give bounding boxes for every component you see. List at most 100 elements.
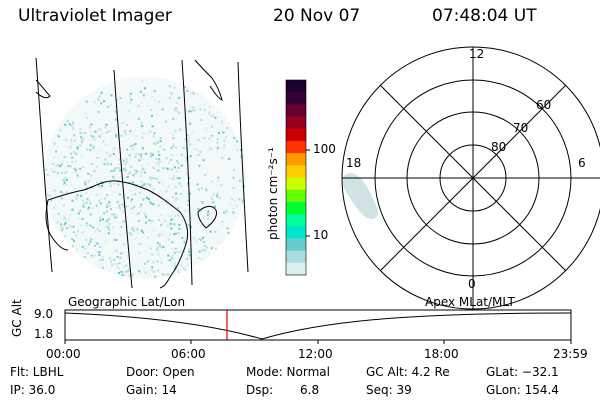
speckle [119,193,121,196]
speckle [218,131,220,134]
speckle [106,162,109,165]
speckle [100,91,103,94]
speckle [59,165,61,168]
speckle [185,157,188,160]
speckle [140,175,143,177]
speckle [113,238,115,241]
speckle [151,253,154,256]
speckle [220,184,223,187]
speckle [235,205,238,208]
speckle [183,210,186,213]
speckle [129,130,132,133]
timeline-xtick-0000: 00:00 [46,347,81,361]
status-flt: Flt: LBHL [10,365,64,379]
speckle [78,217,80,220]
speckle [156,260,159,263]
speckle [221,220,224,223]
speckle [137,211,140,214]
speckle [138,159,141,162]
speckle [129,200,132,203]
speckle [171,241,174,244]
speckle [115,249,118,252]
speckle [98,183,100,186]
colorbar-segment [286,165,306,178]
status-dsp-label: Dsp: [246,383,274,397]
speckle [105,210,108,213]
speckle [57,134,60,137]
speckle [130,180,133,183]
speckle [143,132,146,135]
speckle [105,240,108,243]
speckle [143,183,146,186]
speckle [140,203,143,206]
speckle [122,243,125,246]
speckle [199,151,202,153]
speckle [160,224,162,227]
speckle [161,182,163,185]
speckle [90,162,93,165]
speckle [82,199,85,202]
speckle [172,145,175,148]
speckle [136,228,139,231]
speckle [129,171,131,174]
speckle [99,265,102,268]
speckle [115,239,118,241]
speckle [99,197,102,200]
speckle [206,218,209,221]
speckle [137,104,140,107]
speckle [80,136,83,139]
timeline-xtick-1200: 12:00 [298,347,333,361]
speckle [167,185,170,188]
speckle [180,264,183,267]
speckle [85,192,88,194]
speckle [160,160,163,163]
speckle [94,130,97,133]
speckle [231,211,234,213]
speckle [130,98,133,101]
speckle [120,226,123,229]
speckle [183,241,186,244]
speckle [103,212,106,214]
speckle [83,205,86,208]
speckle [168,204,171,207]
speckle [106,194,109,196]
speckle [203,103,206,106]
speckle [160,257,163,260]
speckle [186,172,189,175]
speckle [75,152,78,155]
speckle [144,186,147,189]
speckle [157,269,160,272]
speckle [144,271,147,274]
speckle [128,274,131,277]
speckle [200,119,203,122]
speckle [91,137,94,140]
speckle [90,174,93,177]
speckle [95,178,98,181]
speckle [63,156,66,159]
speckle [83,181,86,184]
speckle [199,201,202,204]
colorbar-frame [285,79,307,276]
speckle [211,180,214,183]
speckle [225,136,228,139]
speckle [61,197,63,200]
speckle [65,139,68,142]
speckle [183,116,186,119]
speckle [105,204,108,207]
speckle [152,228,155,231]
speckle [125,264,128,267]
speckle [61,160,64,163]
speckle [166,224,169,227]
speckle [216,194,218,197]
speckle [159,245,162,248]
speckle [186,90,189,92]
speckle [232,207,235,210]
speckle [120,134,123,137]
speckle [101,133,104,136]
speckle [119,233,122,236]
timeline-frame [64,309,572,341]
speckle [215,247,218,250]
speckle [141,184,144,187]
speckle [146,236,149,239]
speckle [98,199,101,202]
